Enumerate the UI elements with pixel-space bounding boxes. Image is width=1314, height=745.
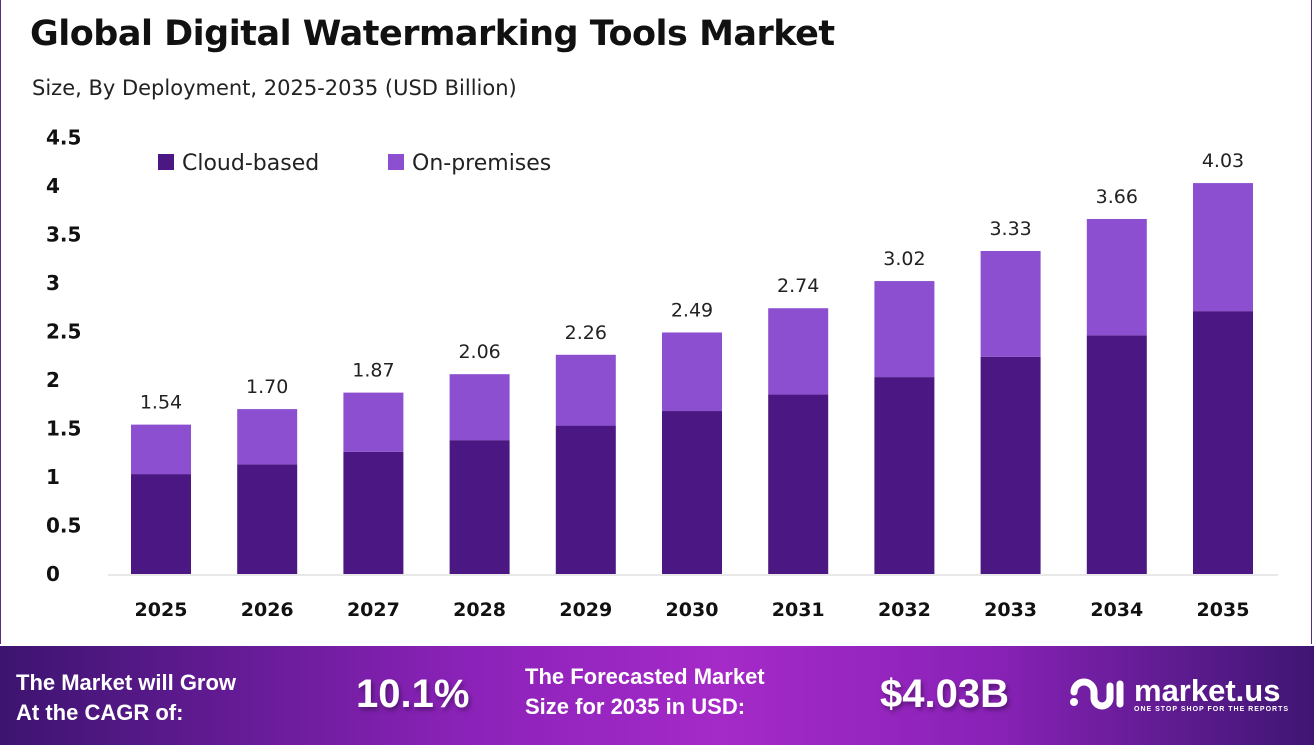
y-tick-label: 2 — [46, 368, 60, 392]
bar-on-premises-2027 — [343, 392, 404, 452]
bar-chart: 0 0.5 1 1.5 2 2.5 3 3.5 4 4.5 2025 1.54 2026 1.70 2027… — [46, 126, 1278, 621]
forecast-value: $4.03B — [880, 672, 1009, 716]
data-label-total: 4.03 — [1202, 150, 1244, 172]
y-tick-label: 1.5 — [46, 417, 81, 441]
bar-cloud-based-2026 — [237, 464, 298, 574]
bar-cloud-based-2034 — [1086, 335, 1147, 574]
bar-on-premises-2033 — [980, 250, 1041, 357]
bar-on-premises-2025 — [131, 424, 191, 475]
cagr-label-line1: The Market will Grow — [16, 670, 237, 695]
data-label-total: 1.87 — [352, 360, 394, 382]
bar-on-premises-2032 — [874, 281, 935, 378]
forecast-label-line2: Size for 2035 in USD: — [525, 694, 746, 719]
bar-on-premises-2030 — [662, 332, 722, 412]
data-label-total: 2.49 — [671, 299, 713, 321]
x-tick-label: 2032 — [878, 599, 931, 621]
y-tick-label: 4.5 — [46, 126, 81, 150]
chart-frame — [0, 0, 1312, 644]
x-tick-label: 2025 — [135, 599, 188, 621]
y-tick-label: 4 — [46, 174, 60, 198]
legend-swatch-0 — [158, 154, 174, 170]
x-tick-label: 2026 — [241, 599, 294, 621]
data-label-total: 1.70 — [246, 376, 288, 398]
bar-on-premises-2031 — [768, 308, 829, 395]
bar-cloud-based-2030 — [662, 411, 722, 574]
bar-on-premises-2035 — [1193, 183, 1253, 312]
y-tick-label: 3.5 — [46, 223, 81, 247]
y-tick-label: 3 — [46, 271, 60, 295]
cagr-label-line2: At the CAGR of: — [16, 700, 184, 725]
bar-on-premises-2026 — [237, 409, 298, 465]
x-tick-label: 2027 — [347, 599, 400, 621]
legend-swatch-1 — [388, 154, 404, 170]
x-tick-label: 2031 — [772, 599, 825, 621]
logo-mark-icon — [1070, 678, 1124, 710]
data-label-total: 2.06 — [458, 341, 500, 363]
market-us-logo: market.us ONE STOP SHOP FOR THE REPORTS — [1068, 672, 1308, 716]
logo-name: market.us — [1134, 672, 1281, 708]
cagr-value: 10.1% — [356, 672, 470, 716]
forecast-label-line1: The Forecasted Market — [525, 664, 765, 689]
data-label-total: 2.74 — [777, 275, 819, 297]
bar-cloud-based-2032 — [874, 377, 935, 574]
x-tick-label: 2030 — [666, 599, 719, 621]
bar-on-premises-2029 — [555, 354, 616, 426]
bar-cloud-based-2031 — [768, 394, 829, 574]
data-label-total: 3.66 — [1096, 186, 1138, 208]
logo-tagline: ONE STOP SHOP FOR THE REPORTS — [1134, 705, 1290, 713]
bar-cloud-based-2028 — [449, 440, 510, 574]
bar-cloud-based-2025 — [131, 474, 191, 574]
cagr-label: The Market will Grow At the CAGR of: — [16, 668, 336, 728]
legend-label: Cloud-based — [182, 151, 319, 176]
forecast-label: The Forecasted Market Size for 2035 in U… — [525, 662, 865, 722]
y-tick-label: 1 — [46, 465, 60, 489]
x-tick-label: 2029 — [559, 599, 612, 621]
chart-title: Global Digital Watermarking Tools Market — [30, 14, 835, 54]
x-tick-label: 2028 — [453, 599, 506, 621]
data-label-total: 1.54 — [140, 392, 182, 414]
legend-label: On-premises — [412, 151, 551, 176]
y-tick-label: 0.5 — [46, 514, 81, 538]
bar-cloud-based-2029 — [555, 425, 616, 574]
bar-on-premises-2028 — [449, 374, 510, 441]
y-tick-label: 0 — [46, 562, 60, 586]
x-tick-label: 2033 — [984, 599, 1037, 621]
footer-banner: The Market will Grow At the CAGR of: 10.… — [0, 646, 1314, 745]
data-label-total: 2.26 — [565, 322, 607, 344]
x-tick-label: 2034 — [1090, 599, 1143, 621]
data-label-total: 3.02 — [883, 248, 925, 270]
bar-cloud-based-2033 — [980, 356, 1041, 574]
bar-on-premises-2034 — [1086, 218, 1147, 336]
bar-cloud-based-2027 — [343, 451, 404, 574]
x-tick-label: 2035 — [1197, 599, 1250, 621]
bar-cloud-based-2035 — [1193, 311, 1253, 574]
data-label-total: 3.33 — [989, 218, 1031, 240]
chart-subtitle: Size, By Deployment, 2025-2035 (USD Bill… — [32, 76, 517, 100]
y-tick-label: 2.5 — [46, 320, 81, 344]
